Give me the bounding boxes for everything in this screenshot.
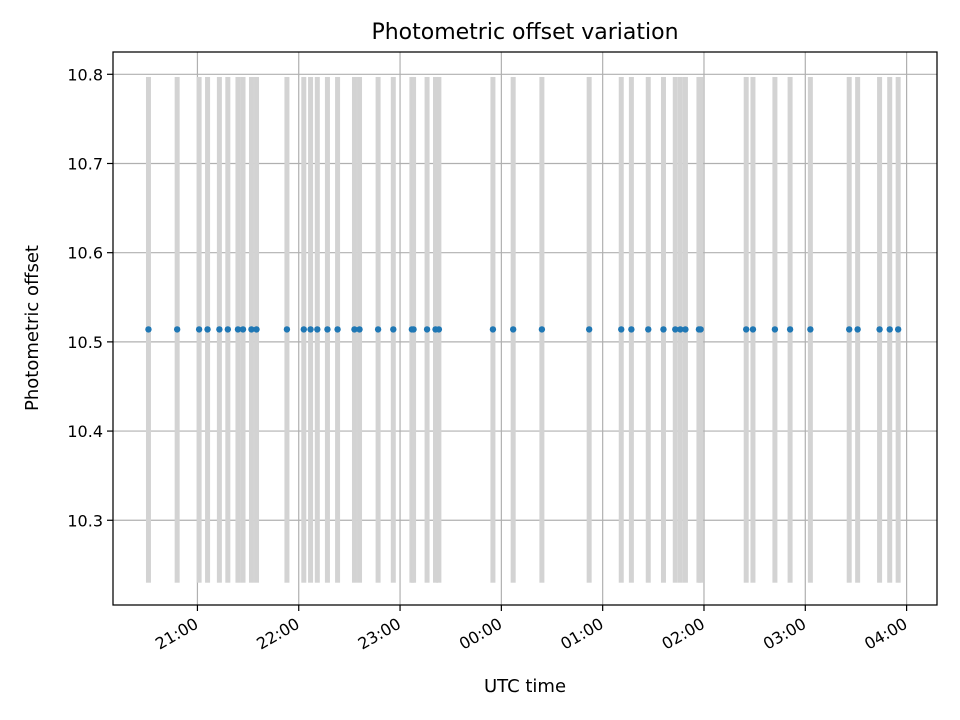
data-point xyxy=(145,326,152,333)
data-point xyxy=(618,326,625,333)
data-point xyxy=(374,326,382,333)
data-point xyxy=(216,326,223,333)
data-point xyxy=(585,326,593,333)
data-point xyxy=(786,326,794,333)
data-point xyxy=(204,326,211,333)
data-point xyxy=(682,326,689,333)
data-points xyxy=(145,326,902,333)
y-tick-label: 10.6 xyxy=(67,244,103,263)
data-point xyxy=(239,326,247,333)
data-point xyxy=(660,326,667,333)
y-tick-label: 10.8 xyxy=(67,65,103,84)
data-point xyxy=(845,326,853,333)
data-point xyxy=(224,326,232,333)
data-point xyxy=(248,326,255,333)
y-tick-label: 10.5 xyxy=(67,333,103,352)
data-point xyxy=(894,326,902,333)
x-axis-label: UTC time xyxy=(484,676,566,697)
chart-title: Photometric offset variation xyxy=(371,20,678,45)
data-point xyxy=(334,326,341,333)
data-point xyxy=(307,326,314,333)
data-point xyxy=(195,326,203,333)
data-point xyxy=(314,326,321,333)
data-point xyxy=(423,326,431,333)
data-point xyxy=(356,326,363,333)
data-point xyxy=(742,326,750,333)
data-point xyxy=(390,326,397,333)
data-point xyxy=(173,326,181,333)
data-point xyxy=(672,326,679,333)
data-point xyxy=(677,326,684,333)
y-tick-label: 10.4 xyxy=(67,422,103,441)
data-point xyxy=(351,326,358,333)
y-tick-label: 10.3 xyxy=(67,511,103,530)
data-point xyxy=(876,326,883,333)
plot-frame xyxy=(112,51,938,606)
data-point xyxy=(628,326,635,333)
data-point xyxy=(324,326,331,333)
data-point xyxy=(807,326,814,333)
y-axis-label: Photometric offset xyxy=(22,245,43,411)
data-point xyxy=(253,326,260,333)
data-point xyxy=(538,326,546,333)
data-point xyxy=(771,326,779,333)
data-point xyxy=(645,326,652,333)
data-point xyxy=(489,326,497,333)
data-point xyxy=(509,326,517,333)
data-point xyxy=(410,326,417,333)
data-point xyxy=(749,326,757,333)
data-point xyxy=(854,326,861,333)
data-point xyxy=(234,326,242,333)
data-point xyxy=(435,326,443,333)
data-point xyxy=(886,326,893,333)
data-point xyxy=(697,326,704,333)
data-point xyxy=(283,326,291,333)
y-tick-label: 10.7 xyxy=(67,154,103,173)
data-point xyxy=(300,326,308,333)
